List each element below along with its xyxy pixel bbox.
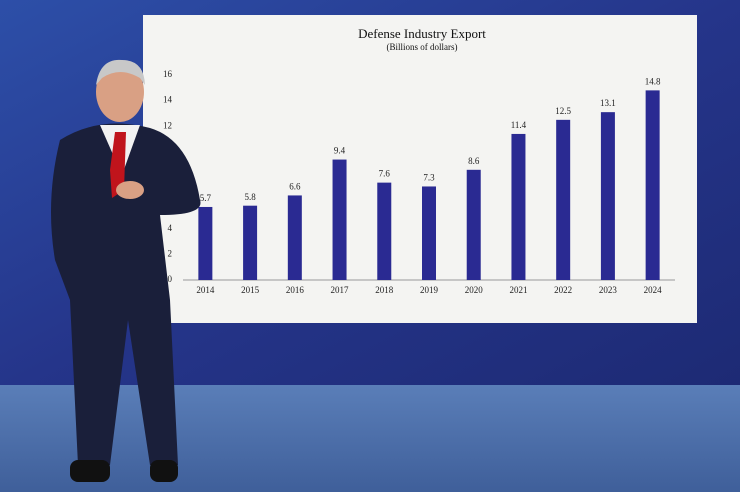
plot: 024681012141620145.720155.820166.620179.… xyxy=(163,69,675,295)
x-tick-label: 2014 xyxy=(196,285,215,295)
bar xyxy=(287,195,302,280)
head xyxy=(96,62,144,122)
hand xyxy=(116,181,144,199)
value-label: 7.6 xyxy=(379,169,391,179)
bar xyxy=(466,169,481,280)
x-tick-label: 2018 xyxy=(375,285,394,295)
bar xyxy=(600,112,615,280)
value-label: 12.5 xyxy=(555,106,571,116)
chart-subtitle: (Billions of dollars) xyxy=(387,42,458,52)
bar xyxy=(422,186,436,280)
x-tick-label: 2019 xyxy=(420,285,439,295)
suit xyxy=(51,123,201,466)
value-label: 13.1 xyxy=(600,98,616,108)
value-label: 14.8 xyxy=(645,76,661,86)
value-label: 8.6 xyxy=(468,156,480,166)
bar xyxy=(645,90,660,280)
y-tick-label: 2 xyxy=(168,248,173,258)
shoe xyxy=(150,460,178,482)
x-tick-label: 2020 xyxy=(465,285,484,295)
bar xyxy=(332,159,347,280)
bar xyxy=(511,133,526,280)
x-tick-label: 2021 xyxy=(509,285,527,295)
x-tick-label: 2023 xyxy=(599,285,618,295)
floor xyxy=(0,385,740,492)
value-label: 6.6 xyxy=(289,182,301,192)
x-tick-label: 2017 xyxy=(331,285,350,295)
shoe xyxy=(70,460,110,482)
y-tick-label: 4 xyxy=(168,223,173,233)
x-tick-label: 2024 xyxy=(644,285,663,295)
chart-title: Defense Industry Export xyxy=(358,26,486,41)
y-tick-label: 16 xyxy=(163,69,173,79)
value-label: 9.4 xyxy=(334,146,346,156)
bar xyxy=(556,119,571,280)
value-label: 11.4 xyxy=(511,120,527,130)
x-tick-label: 2022 xyxy=(554,285,572,295)
bar xyxy=(198,206,213,280)
hair xyxy=(96,59,145,85)
y-tick-label: 0 xyxy=(168,274,173,284)
value-label: 5.7 xyxy=(200,193,212,203)
y-tick-label: 14 xyxy=(163,95,173,105)
tie xyxy=(110,132,126,198)
value-label: 5.8 xyxy=(244,192,256,202)
bar xyxy=(243,205,258,280)
x-tick-label: 2015 xyxy=(241,285,260,295)
value-label: 7.3 xyxy=(423,173,435,183)
y-tick-label: 12 xyxy=(163,120,172,130)
presenter xyxy=(51,59,201,482)
x-tick-label: 2016 xyxy=(286,285,305,295)
bar xyxy=(377,182,392,280)
